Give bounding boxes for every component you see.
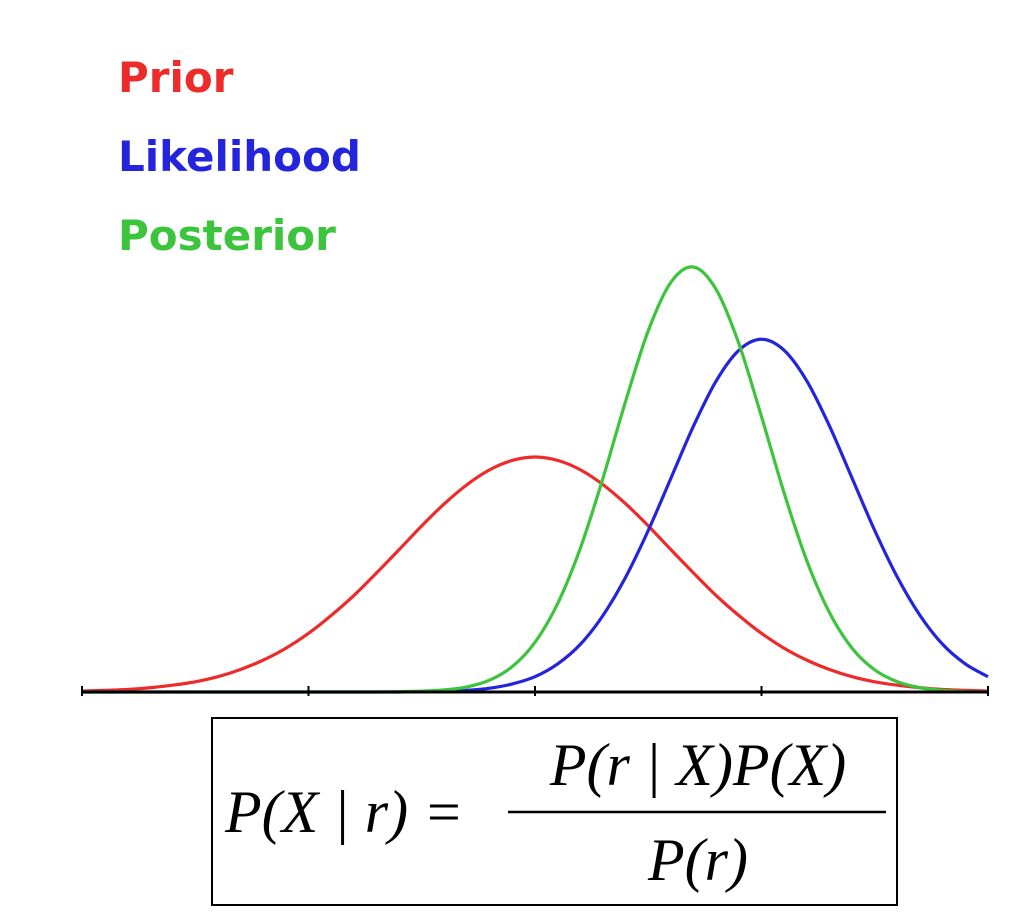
legend-entry: Posterior	[118, 211, 336, 260]
legend-entry: Prior	[118, 53, 234, 102]
curve	[81, 455, 989, 693]
curve	[82, 337, 989, 694]
formula-box	[211, 717, 898, 906]
legend-entry: Likelihood	[118, 132, 361, 181]
formula-lhs: P(X | r) =	[224, 779, 464, 845]
formula-denominator: P(r)	[647, 827, 748, 893]
formula-numerator: P(r | X)P(X)	[549, 732, 846, 798]
